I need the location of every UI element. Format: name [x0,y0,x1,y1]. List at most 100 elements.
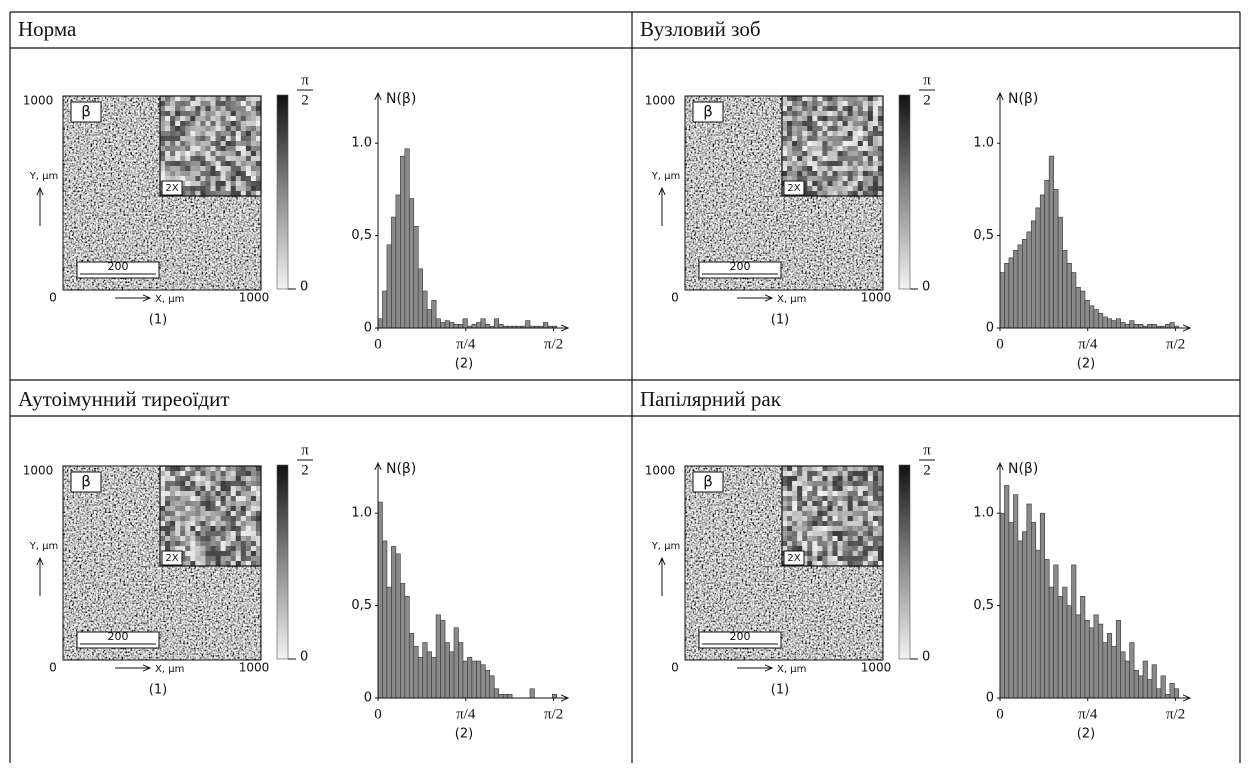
inset-pixel [255,146,262,152]
inset-pixel [837,511,843,517]
inset-pixel [862,111,869,117]
inset-pixel [195,551,201,557]
inset-pixel [862,166,869,172]
inset-pixel [225,481,231,487]
inset-pixel [175,161,181,167]
inset-pixel [185,531,191,537]
inset-pixel [862,481,869,487]
inset-pixel [195,546,201,552]
inset-pixel [245,106,252,112]
inset-pixel [787,126,793,132]
inset-pixel [837,521,843,527]
inset-pixel [245,101,252,107]
inset-pixel [205,466,211,472]
inset-pixel [872,101,879,107]
scale-label: 200 [730,630,751,643]
inset-pixel [215,166,221,172]
inset-pixel [220,111,226,117]
inset-pixel [245,536,252,542]
inset-pixel [877,141,884,147]
inset-pixel [250,521,257,527]
inset-pixel [185,481,191,487]
inset-pixel [165,506,171,512]
bar [422,642,428,699]
inset-pixel [832,541,838,547]
inset-pixel [817,111,823,117]
inset-pixel [245,506,252,512]
bar [480,664,486,699]
inset-pixel [250,491,257,497]
inset-pixel [847,521,853,527]
inset-pixel [817,561,823,567]
inset-pixel [797,506,803,512]
y-tick-label: 1.0 [973,136,994,151]
y-tick-label: 1.0 [351,506,372,521]
inset-pixel [847,531,853,537]
inset-pixel [255,141,262,147]
inset-pixel [220,541,226,547]
inset-pixel [220,186,226,192]
inset-pixel [852,556,859,562]
inset-pixel [862,556,869,562]
inset-pixel [802,526,808,532]
inset-pixel [160,531,166,537]
inset-pixel [797,136,803,142]
inset-pixel [230,476,237,482]
inset-pixel [255,561,262,567]
inset-pixel [190,521,196,527]
inset-pixel [175,466,181,472]
inset-pixel [827,156,833,162]
inset-pixel [847,126,853,132]
inset-pixel [797,161,803,167]
inset-pixel [205,191,211,197]
inset-pixel [862,471,869,477]
inset-pixel [802,186,808,192]
inset-pixel [812,561,818,567]
bar [484,669,491,699]
inset-pixel [807,126,813,132]
inset-pixel [837,136,843,142]
inset-pixel [230,521,237,527]
inset-pixel [220,501,226,507]
inset-pixel [190,541,196,547]
inset-pixel [817,126,823,132]
inset-pixel [862,156,869,162]
inset-pixel [837,151,843,157]
inset-pixel [215,556,221,562]
inset-pixel [200,536,206,542]
inset-pixel [792,151,798,157]
inset-pixel [872,191,879,197]
inset-pixel [210,121,216,127]
inset-pixel [812,536,818,542]
inset-pixel [235,536,242,542]
inset-pixel [797,166,803,172]
inset-pixel [200,106,206,112]
inset-pixel [787,161,793,167]
inset-pixel [862,101,869,107]
inset-pixel [872,136,879,142]
bar [1093,614,1099,699]
inset-pixel [837,141,843,147]
inset-pixel [857,121,864,127]
x-tick-label: π/4 [456,336,476,352]
bar [1039,194,1046,329]
inset-pixel [857,531,864,537]
inset-pixel [230,471,237,477]
inset-pixel [210,131,216,137]
inset-pixel [842,186,848,192]
inset-pixel [215,471,221,477]
bar [1053,189,1059,329]
inset-pixel [817,121,823,127]
inset-pixel [852,131,859,137]
inset-pixel [787,151,793,157]
inset-pixel [250,141,257,147]
inset-pixel [862,186,869,192]
inset-pixel [797,491,803,497]
inset-pixel [827,541,833,547]
inset-pixel [802,111,808,117]
inset-pixel [812,516,818,522]
hist-y-label: N(β) [386,91,416,107]
bar [543,322,549,329]
inset-pixel [255,166,262,172]
inset-pixel [200,166,206,172]
